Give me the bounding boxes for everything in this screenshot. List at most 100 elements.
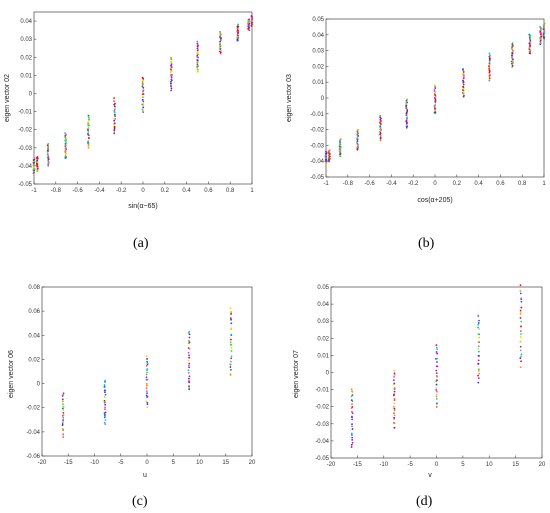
data-point	[488, 63, 491, 66]
data-point	[229, 317, 232, 320]
data-point	[379, 116, 381, 119]
data-point	[489, 73, 491, 76]
data-point	[520, 325, 522, 328]
data-point	[87, 145, 90, 148]
data-point	[379, 139, 382, 142]
data-point	[435, 374, 438, 377]
data-point	[103, 391, 106, 394]
data-point	[350, 443, 353, 446]
data-point	[197, 70, 199, 73]
data-point	[47, 163, 50, 166]
data-point	[435, 351, 438, 353]
data-point	[62, 394, 65, 396]
data-point	[351, 406, 354, 408]
x-tick-label: 0.2	[453, 181, 462, 187]
data-point	[113, 132, 116, 135]
data-point	[87, 144, 90, 146]
data-point	[87, 126, 90, 129]
data-point	[61, 398, 64, 401]
data-point	[146, 392, 148, 395]
data-point	[62, 419, 65, 421]
data-point	[145, 364, 148, 367]
panel-b: -1 -0.8 -0.6 -0.4 -0.2 0 0.2 0.4 0.6 0.8 1 -0.05 -0.…	[286, 17, 546, 251]
data-point	[62, 433, 65, 436]
x-tick-label: 1	[250, 188, 254, 194]
data-point	[47, 165, 50, 167]
y-tick-label: 0.08	[28, 285, 40, 291]
y-tick-label: -0.03	[18, 146, 32, 152]
data-point	[393, 412, 395, 415]
x-tick-label: -0.8	[343, 181, 354, 187]
data-point	[170, 89, 173, 92]
data-point	[65, 142, 67, 144]
data-point	[393, 374, 396, 376]
data-point	[477, 348, 480, 350]
data-point	[188, 330, 191, 333]
data-point	[141, 85, 144, 88]
data-point	[187, 351, 190, 354]
data-point	[113, 111, 116, 113]
x-tick-label: 0	[145, 460, 149, 466]
data-point	[478, 328, 481, 330]
data-point	[434, 110, 436, 112]
y-tick-label: 0.04	[28, 333, 40, 339]
data-point	[393, 416, 396, 419]
data-point	[103, 399, 106, 402]
data-point	[434, 95, 437, 98]
data-point	[142, 103, 144, 105]
data-point	[393, 372, 396, 375]
y-tick-label: 0.05	[312, 17, 324, 23]
data-point	[104, 389, 106, 392]
data-point	[477, 369, 480, 372]
data-point	[62, 436, 65, 439]
data-point	[196, 51, 199, 54]
data-point	[436, 390, 438, 393]
data-point	[47, 149, 49, 152]
data-point	[477, 323, 480, 326]
data-point	[88, 118, 90, 121]
y-axis-label: eigen vector 03	[286, 74, 293, 122]
data-point	[187, 364, 190, 367]
data-point	[519, 345, 522, 348]
data-point	[229, 366, 232, 368]
data-point	[230, 313, 232, 315]
data-point	[103, 421, 106, 424]
data-point	[528, 33, 531, 36]
data-point	[188, 385, 190, 388]
panel-label: (c)	[132, 494, 148, 509]
data-point	[477, 359, 480, 362]
data-point	[145, 384, 148, 387]
x-tick-label: 0	[433, 181, 437, 187]
x-tick-label: 0.4	[182, 188, 191, 194]
data-point	[511, 64, 514, 67]
x-tick-label: -10	[379, 462, 388, 468]
y-tick-label: -0.01	[310, 112, 324, 118]
data-point	[379, 114, 381, 117]
data-point	[188, 341, 191, 344]
y-tick-label: 0.04	[20, 19, 32, 25]
data-point	[188, 375, 191, 378]
data-point	[434, 86, 436, 88]
x-tick-label: -1	[323, 181, 329, 187]
x-tick-label: -10	[90, 460, 99, 466]
data-point	[433, 107, 436, 109]
data-point	[219, 42, 222, 45]
data-point	[433, 84, 436, 86]
data-point	[435, 395, 438, 398]
x-tick-label: -0.6	[364, 181, 375, 187]
data-point	[477, 362, 480, 365]
data-point	[325, 150, 327, 153]
data-point	[113, 97, 115, 99]
data-point	[462, 85, 464, 88]
data-point	[229, 307, 232, 310]
x-tick-label: 5	[461, 462, 465, 468]
data-point	[379, 121, 381, 124]
data-point	[170, 62, 173, 65]
data-point	[230, 357, 233, 360]
y-tick-label: 0.02	[312, 64, 324, 70]
data-point	[477, 326, 480, 329]
data-point	[113, 127, 116, 130]
data-point	[477, 377, 480, 380]
data-point	[350, 432, 353, 435]
